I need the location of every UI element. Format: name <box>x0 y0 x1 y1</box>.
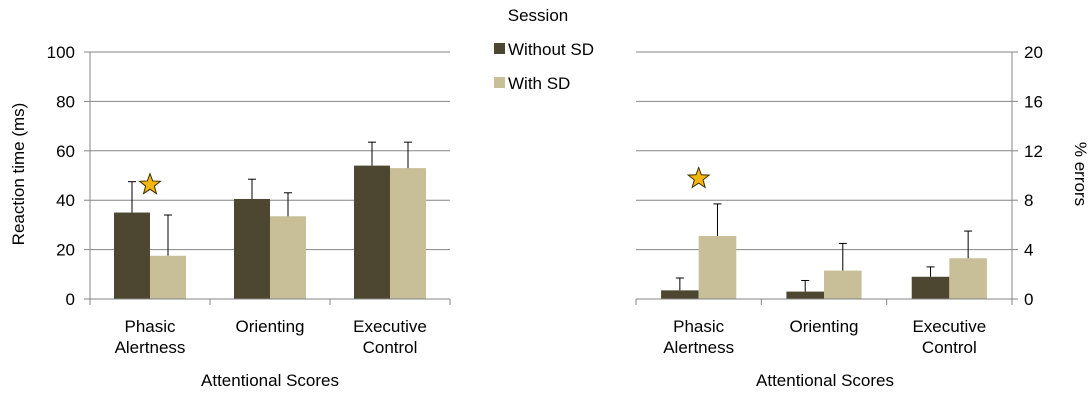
y-tick-label: 80 <box>56 92 75 111</box>
bar-without-sd <box>114 212 150 299</box>
right-bars <box>661 236 987 299</box>
y-tick-label: 0 <box>66 290 75 309</box>
right-category-labels: Phasic Alertness Orienting Executive Control <box>663 317 986 357</box>
legend-title: Session <box>508 6 568 25</box>
bar-with-sd <box>150 255 186 299</box>
y-tick-label: 8 <box>1024 191 1033 210</box>
y-tick-label: 12 <box>1024 142 1043 161</box>
y-tick-label: 100 <box>47 43 75 62</box>
left-x-axis-title: Attentional Scores <box>201 371 339 390</box>
bar-without-sd <box>786 291 824 299</box>
y-tick-label: 0 <box>1024 290 1033 309</box>
x-category-label: Alertness <box>663 338 734 357</box>
bar-with-sd <box>390 168 426 299</box>
y-tick-label: 60 <box>56 142 75 161</box>
x-category-label: Executive <box>912 317 986 336</box>
x-category-label: Phasic <box>124 317 176 336</box>
y-tick-label: 16 <box>1024 92 1043 111</box>
left-error-bars <box>128 141 412 256</box>
x-category-label: Phasic <box>673 317 725 336</box>
left-category-labels: Phasic Alertness Orienting Executive Control <box>115 317 427 357</box>
y-tick-label: 20 <box>1024 43 1043 62</box>
right-gridlines <box>636 51 1012 251</box>
left-y-axis-title: Reaction time (ms) <box>9 103 28 246</box>
bar-with-sd <box>270 216 306 299</box>
right-axis <box>635 51 1018 305</box>
legend-swatch-without-sd <box>494 43 505 54</box>
left-axis <box>84 51 451 305</box>
star-icon <box>138 172 162 195</box>
bar-with-sd <box>698 236 737 299</box>
bar-with-sd <box>949 258 987 299</box>
reaction-time-chart: 0 20 40 60 80 100 Phasic Alertness Orienting Exe… <box>9 43 451 390</box>
right-x-axis-title: Attentional Scores <box>756 371 894 390</box>
x-category-label: Control <box>363 338 418 357</box>
x-category-label: Alertness <box>115 338 186 357</box>
y-tick-label: 4 <box>1024 241 1033 260</box>
x-category-label: Orienting <box>790 317 859 336</box>
right-y-axis-title: % errors <box>1071 142 1088 206</box>
left-annotations <box>138 172 162 195</box>
right-error-bars <box>675 203 973 292</box>
errors-chart: 0 4 8 12 16 20 Phasic Alertness Orienting Execut… <box>635 43 1088 390</box>
x-category-label: Orienting <box>236 317 305 336</box>
legend-label-without-sd: Without SD <box>508 40 594 59</box>
y-tick-label: 20 <box>56 241 75 260</box>
x-category-label: Control <box>922 338 977 357</box>
left-y-tick-labels: 0 20 40 60 80 100 <box>47 43 75 309</box>
bar-without-sd <box>661 290 699 299</box>
bar-with-sd <box>824 270 862 299</box>
star-icon <box>686 166 711 189</box>
left-bars <box>114 165 426 299</box>
legend-swatch-with-sd <box>494 77 505 88</box>
right-annotations <box>686 166 711 189</box>
bar-without-sd <box>911 276 950 299</box>
bar-without-sd <box>354 165 390 299</box>
legend-label-with-sd: With SD <box>508 74 570 93</box>
legend: Session Without SD With SD <box>494 6 594 93</box>
bar-without-sd <box>234 198 270 299</box>
x-category-label: Executive <box>353 317 427 336</box>
y-tick-label: 40 <box>56 191 75 210</box>
right-y-tick-labels: 0 4 8 12 16 20 <box>1024 43 1043 309</box>
